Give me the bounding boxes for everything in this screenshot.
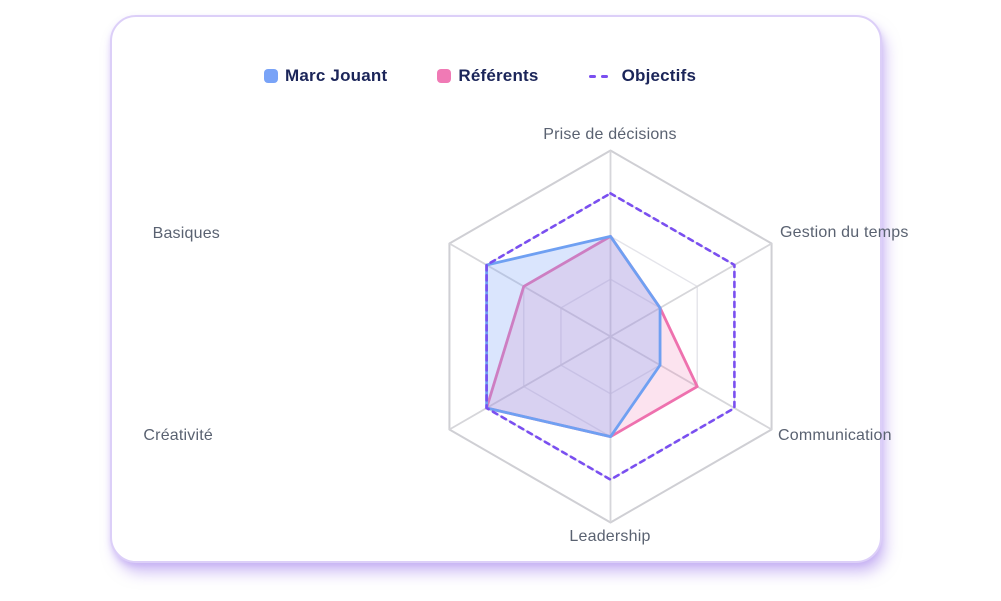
marc-jouant-swatch-icon — [264, 69, 278, 83]
grid-spoke-creativite — [448, 335, 611, 431]
legend-label: Référents — [458, 66, 539, 85]
axis-label-creativite: Créativité — [143, 427, 213, 444]
legend-label: Marc Jouant — [285, 66, 388, 85]
axis-label-prise-de-decisions: Prise de décisions — [543, 126, 677, 143]
series-polygon-objectifs — [485, 192, 736, 481]
axis-label-communication: Communication — [778, 427, 892, 444]
radar-chart-card: Marc Jouant Référents Objectifs Prise de… — [110, 15, 908, 563]
legend-label: Objectifs — [621, 66, 697, 85]
chart-legend: Marc Jouant Référents Objectifs — [264, 66, 696, 86]
objectifs-dashed-line-icon — [588, 74, 615, 78]
legend-item-marc-jouant[interactable]: Marc Jouant — [264, 66, 387, 86]
legend-item-objectifs[interactable]: Objectifs — [588, 66, 697, 86]
axis-label-gestion-du-temps: Gestion du temps — [780, 224, 909, 241]
grid-spoke-communication — [610, 335, 773, 431]
axis-label-basiques: Basiques — [152, 225, 220, 242]
radar-chart-canvas[interactable] — [112, 17, 1001, 601]
grid-spoke-basiques — [448, 242, 611, 338]
grid-spoke-gestion-du-temps — [610, 242, 773, 338]
referents-swatch-icon — [437, 69, 452, 83]
axis-label-leadership: Leadership — [569, 528, 651, 545]
legend-item-referents[interactable]: Référents — [437, 66, 538, 86]
